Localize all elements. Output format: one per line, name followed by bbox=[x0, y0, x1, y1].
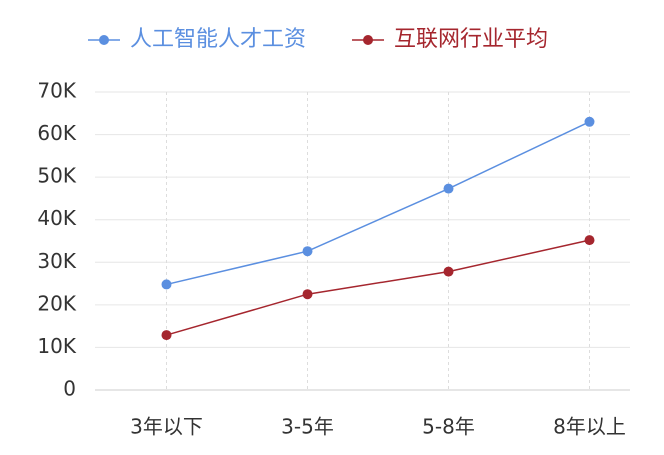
series-line bbox=[166, 239, 590, 336]
y-tick-label: 60K bbox=[37, 121, 76, 145]
legend-marker bbox=[99, 35, 109, 45]
y-tick-label: 70K bbox=[37, 79, 76, 103]
x-tick-label: 8年以上 bbox=[553, 415, 626, 439]
y-tick-label: 50K bbox=[37, 164, 76, 188]
y-tick-label: 20K bbox=[37, 291, 76, 315]
data-point bbox=[161, 279, 172, 290]
y-tick-label: 40K bbox=[37, 206, 76, 230]
data-point bbox=[584, 116, 595, 127]
x-tick-label: 3年以下 bbox=[130, 415, 203, 439]
x-tick-label: 5-8年 bbox=[422, 415, 475, 439]
legend-label: 人工智能人才工资 bbox=[130, 27, 306, 52]
x-tick-label: 3-5年 bbox=[281, 415, 334, 439]
data-point bbox=[302, 289, 313, 300]
legend-label: 互联网行业平均 bbox=[394, 27, 548, 52]
series-line bbox=[166, 121, 590, 286]
data-point bbox=[443, 266, 454, 277]
data-point bbox=[584, 235, 595, 246]
y-tick-label: 0 bbox=[63, 377, 76, 401]
data-point bbox=[302, 246, 313, 257]
data-point bbox=[161, 330, 172, 341]
y-tick-label: 10K bbox=[37, 334, 76, 358]
data-point bbox=[443, 183, 454, 194]
y-tick-label: 30K bbox=[37, 249, 76, 273]
legend-marker bbox=[363, 35, 374, 45]
